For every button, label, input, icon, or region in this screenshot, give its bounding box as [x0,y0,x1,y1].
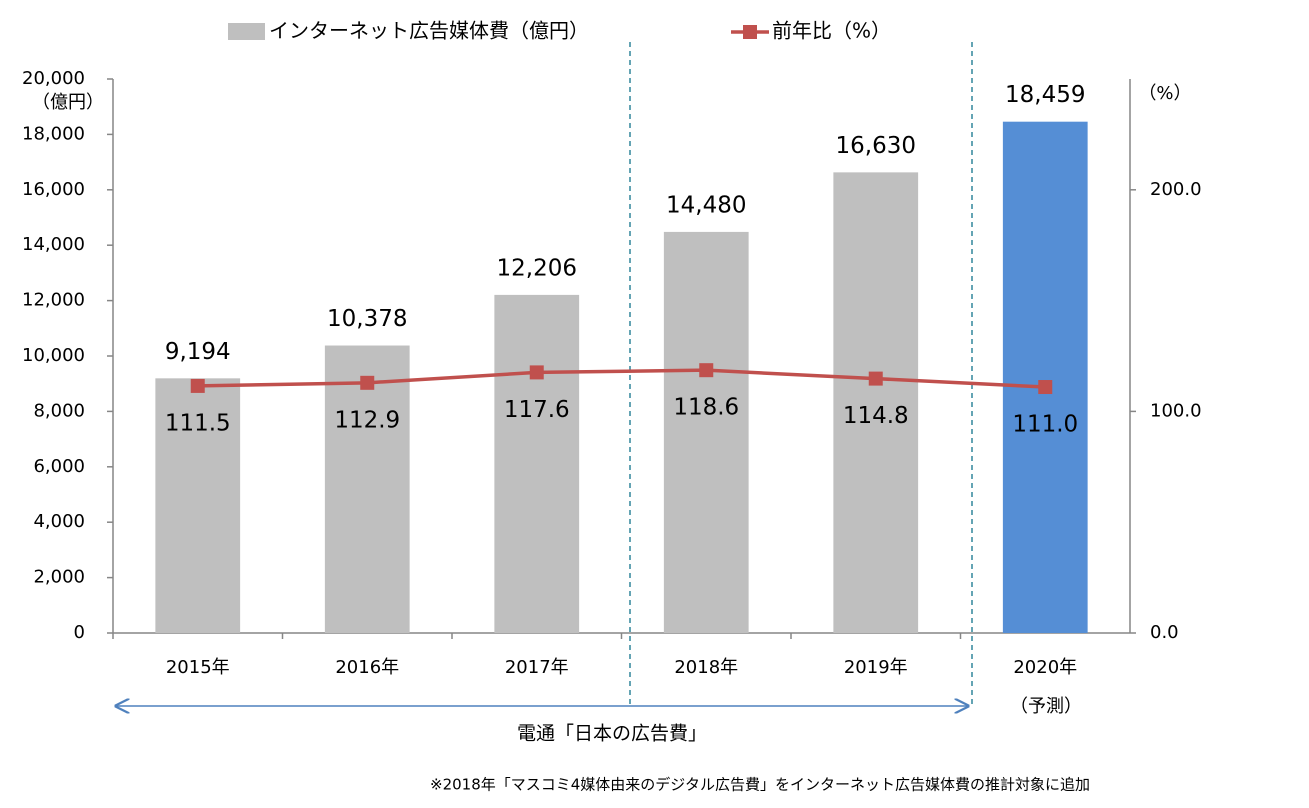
line-value-label: 117.6 [504,397,570,423]
y2-tick-label: 200.0 [1150,179,1202,200]
bar [494,294,580,633]
legend-swatch [743,25,757,39]
bar-value-label: 14,480 [666,192,746,218]
bar-value-label: 18,459 [1005,82,1085,108]
y-tick-label: 6,000 [33,456,85,477]
bar [1002,121,1088,633]
x-tick-label: 2017年 [505,657,569,678]
bar-value-label: 12,206 [497,255,577,281]
y-tick-label: 4,000 [33,511,85,532]
y2-tick-label: 100.0 [1150,400,1202,421]
legend-swatch [228,23,265,40]
source-annotation: 電通「日本の広告費」 [517,723,707,745]
bar-value-label: 9,194 [165,339,231,365]
line-marker [1038,380,1053,395]
y-tick-label: 8,000 [33,400,85,421]
y-tick-label: 18,000 [22,123,85,144]
line-marker [190,378,205,393]
bar-value-label: 10,378 [327,306,407,332]
bar [833,172,919,633]
y-tick-label: 10,000 [22,345,85,366]
y-tick-label: 14,000 [22,234,85,255]
bar [155,378,241,633]
y-tick-label: 0 [74,622,85,643]
y-tick-label: 20,000 [22,68,85,89]
line-marker [868,371,883,386]
y-tick-label: 16,000 [22,179,85,200]
line-marker [360,375,375,390]
x-tick-label: 2019年 [844,657,908,678]
line-marker [699,363,714,378]
footnote: ※2018年「マスコミ4媒体由来のデジタル広告費」をインターネット広告媒体費の推… [430,776,1090,794]
x-tick-label: 2015年 [166,657,230,678]
line-value-label: 111.0 [1012,412,1078,438]
line-value-label: 112.9 [334,407,400,433]
category-note: （予測） [1010,696,1082,717]
y-axis-label: （億円） [32,92,104,113]
line [197,368,1046,389]
x-tick-label: 2016年 [335,657,399,678]
legend-label: インターネット広告媒体費（億円） [269,19,589,43]
legend-label: 前年比（%） [772,19,891,43]
y-tick-label: 12,000 [22,290,85,311]
x-tick-label: 2018年 [674,657,738,678]
y2-axis-label: （%） [1138,83,1191,104]
y2-tick-label: 0.0 [1150,622,1179,643]
line-value-label: 118.6 [673,395,739,421]
line-value-label: 114.8 [843,403,909,429]
bar-value-label: 16,630 [836,133,916,159]
bar [663,231,749,634]
y-tick-label: 2,000 [33,567,85,588]
line-marker [529,365,544,380]
bar [324,345,410,633]
line-value-label: 111.5 [165,410,231,436]
x-tick-label: 2020年 [1013,657,1077,678]
